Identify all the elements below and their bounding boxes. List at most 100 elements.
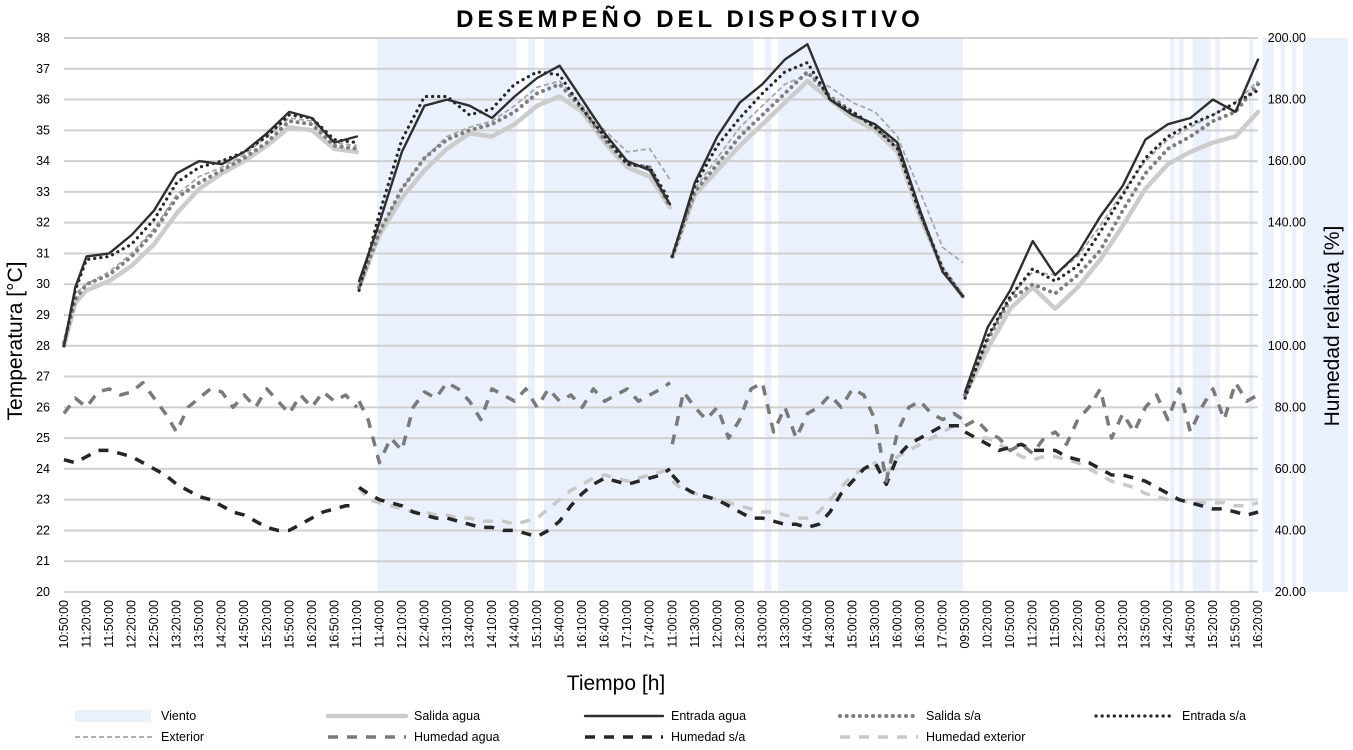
wind-band-12 [1291, 38, 1297, 592]
x-tick-49: 14:20:00 [1161, 600, 1175, 649]
x-tick-21: 15:10:00 [530, 600, 544, 649]
x-tick-35: 15:00:00 [845, 600, 859, 649]
x-tick-37: 16:00:00 [891, 600, 905, 649]
series-lines [61, 43, 1261, 539]
series-entrada-agua-seg-3 [963, 58, 1260, 394]
x-axis-ticks: 10:50:00 11:20:00 11:50:00 12:20:00 12:50:00… [57, 600, 1265, 649]
x-tick-50: 14:50:00 [1183, 600, 1197, 649]
y-tick-37: 37 [36, 62, 50, 76]
y-tick-35: 35 [36, 123, 50, 137]
y-tick-21: 21 [36, 554, 50, 568]
y-axis-left-title: Temperatura [°C] [4, 262, 27, 421]
y-axis-right-title: Humedad relativa [%] [1321, 226, 1344, 427]
x-tick-31: 13:00:00 [755, 600, 769, 649]
x-tick-30: 12:30:00 [733, 600, 747, 649]
series-humedad-s-a-seg-1 [358, 467, 671, 539]
x-tick-52: 15:50:00 [1228, 600, 1242, 649]
series-salida-s-a-seg-3 [963, 82, 1260, 397]
y2-tick-80.00: 80.00 [1275, 400, 1306, 414]
wind-band-11 [1280, 38, 1286, 592]
series-humedad-agua-seg-3 [964, 380, 1259, 456]
series-humedad-exterior-seg-3 [964, 430, 1259, 508]
y2-tick-200.00: 200.00 [1268, 31, 1306, 45]
x-tick-14: 11:40:00 [372, 600, 386, 648]
x-tick-7: 14:20:00 [215, 600, 229, 649]
x-tick-28: 11:30:00 [688, 600, 702, 648]
series-exterior-seg-2 [671, 74, 964, 264]
y-tick-25: 25 [36, 431, 50, 445]
x-tick-3: 12:20:00 [125, 600, 139, 649]
y2-tick-100.00: 100.00 [1268, 339, 1306, 353]
x-tick-2: 11:50:00 [102, 600, 116, 648]
x-tick-34: 14:30:00 [823, 600, 837, 649]
x-tick-41: 10:20:00 [981, 600, 995, 649]
series-entrada-agua-seg-2 [671, 43, 965, 298]
y2-tick-140.00: 140.00 [1268, 216, 1306, 230]
x-tick-16: 12:40:00 [417, 600, 431, 649]
wind-band-10 [1262, 38, 1274, 592]
x-tick-53: 16:20:00 [1251, 600, 1265, 649]
x-tick-0: 10:50:00 [57, 600, 71, 649]
y-tick-20: 20 [36, 585, 50, 599]
x-tick-17: 13:10:00 [440, 600, 454, 649]
y-axis-left-ticks: 20 21 22 23 24 25 26 27 28 29 30 31 32 33 34 35 36 37 38 [36, 31, 50, 599]
series-humedad-exterior-seg-2 [671, 421, 964, 520]
x-tick-22: 15:40:00 [553, 600, 567, 649]
x-tick-12: 16:50:00 [327, 600, 341, 649]
x-tick-42: 10:50:00 [1003, 600, 1017, 649]
y-tick-36: 36 [36, 93, 50, 107]
series-entrada-s-a-seg-0 [62, 113, 359, 348]
x-tick-27: 11:00:00 [665, 600, 679, 648]
y-tick-38: 38 [36, 31, 50, 45]
legend-label-humedad-s-a: Humedad s/a [671, 730, 745, 744]
series-humedad-agua-seg-1 [357, 380, 671, 465]
x-tick-6: 13:50:00 [192, 600, 206, 649]
series-humedad-agua-seg-2 [670, 380, 964, 483]
x-tick-1: 11:20:00 [80, 600, 94, 648]
x-tick-32: 13:30:00 [778, 600, 792, 649]
x-tick-4: 12:50:00 [147, 600, 161, 649]
y2-tick-60.00: 60.00 [1275, 462, 1306, 476]
legend-label-salida-s-a: Salida s/a [926, 709, 981, 723]
x-tick-5: 13:20:00 [170, 600, 184, 649]
y-tick-22: 22 [36, 523, 50, 537]
x-tick-24: 16:40:00 [598, 600, 612, 649]
legend-label-entrada-agua: Entrada agua [671, 709, 746, 723]
series-entrada-s-a-seg-3 [963, 88, 1260, 400]
y2-tick-160.00: 160.00 [1268, 154, 1306, 168]
series-entrada-s-a-seg-1 [357, 70, 672, 292]
y-tick-28: 28 [36, 339, 50, 353]
series-humedad-s-a-seg-0 [63, 448, 357, 533]
y2-tick-40.00: 40.00 [1275, 523, 1306, 537]
legend-label-humedad-agua: Humedad agua [414, 730, 500, 744]
legend-label-humedad-exterior: Humedad exterior [926, 730, 1025, 744]
x-tick-29: 12:00:00 [710, 600, 724, 649]
legend-label-salida-agua: Salida agua [414, 709, 480, 723]
y-tick-31: 31 [36, 246, 50, 260]
series-exterior-seg-0 [63, 117, 358, 346]
x-tick-26: 17:40:00 [643, 600, 657, 649]
x-tick-15: 12:10:00 [395, 600, 409, 649]
series-exterior-seg-3 [964, 80, 1259, 396]
x-tick-10: 15:50:00 [282, 600, 296, 649]
y2-tick-20.00: 20.00 [1275, 585, 1306, 599]
y-tick-24: 24 [36, 462, 50, 476]
y-tick-29: 29 [36, 308, 50, 322]
x-tick-23: 16:10:00 [575, 600, 589, 649]
x-tick-47: 13:20:00 [1116, 600, 1130, 649]
y-tick-27: 27 [36, 370, 50, 384]
x-tick-33: 14:00:00 [800, 600, 814, 649]
y-tick-30: 30 [36, 277, 50, 291]
series-salida-agua-seg-3 [962, 109, 1261, 398]
series-salida-s-a-seg-0 [62, 119, 359, 345]
x-tick-20: 14:40:00 [508, 600, 522, 649]
x-tick-38: 16:30:00 [913, 600, 927, 649]
y-tick-33: 33 [36, 185, 50, 199]
x-tick-36: 15:30:00 [868, 600, 882, 649]
x-tick-13: 11:10:00 [350, 600, 364, 648]
x-tick-9: 15:20:00 [260, 600, 274, 649]
legend: Viento Salida agua Entrada agua Salida s/a E… [75, 709, 1246, 744]
x-tick-19: 14:10:00 [485, 600, 499, 649]
